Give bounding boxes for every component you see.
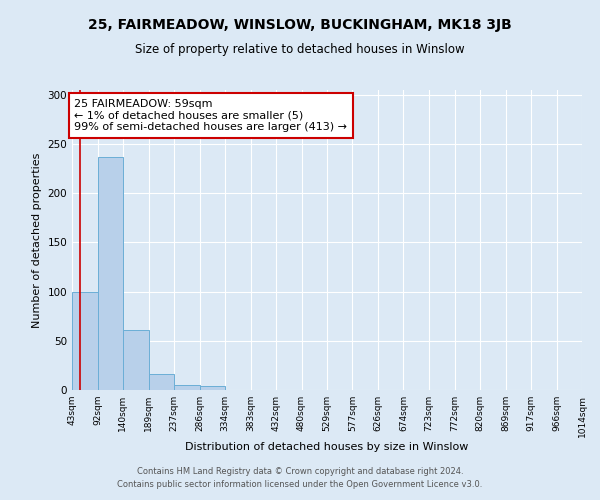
- Bar: [174, 385, 200, 390]
- Y-axis label: Number of detached properties: Number of detached properties: [32, 152, 42, 328]
- Bar: [72, 292, 98, 390]
- Text: Size of property relative to detached houses in Winslow: Size of property relative to detached ho…: [135, 42, 465, 56]
- Text: Contains HM Land Registry data © Crown copyright and database right 2024.: Contains HM Land Registry data © Crown c…: [137, 467, 463, 476]
- Bar: [98, 157, 123, 390]
- Text: Contains public sector information licensed under the Open Government Licence v3: Contains public sector information licen…: [118, 480, 482, 489]
- X-axis label: Distribution of detached houses by size in Winslow: Distribution of detached houses by size …: [185, 442, 469, 452]
- Text: 25, FAIRMEADOW, WINSLOW, BUCKINGHAM, MK18 3JB: 25, FAIRMEADOW, WINSLOW, BUCKINGHAM, MK1…: [88, 18, 512, 32]
- Bar: [200, 386, 225, 390]
- Text: 25 FAIRMEADOW: 59sqm
← 1% of detached houses are smaller (5)
99% of semi-detache: 25 FAIRMEADOW: 59sqm ← 1% of detached ho…: [74, 99, 347, 132]
- Bar: [123, 330, 149, 390]
- Bar: [149, 374, 174, 390]
